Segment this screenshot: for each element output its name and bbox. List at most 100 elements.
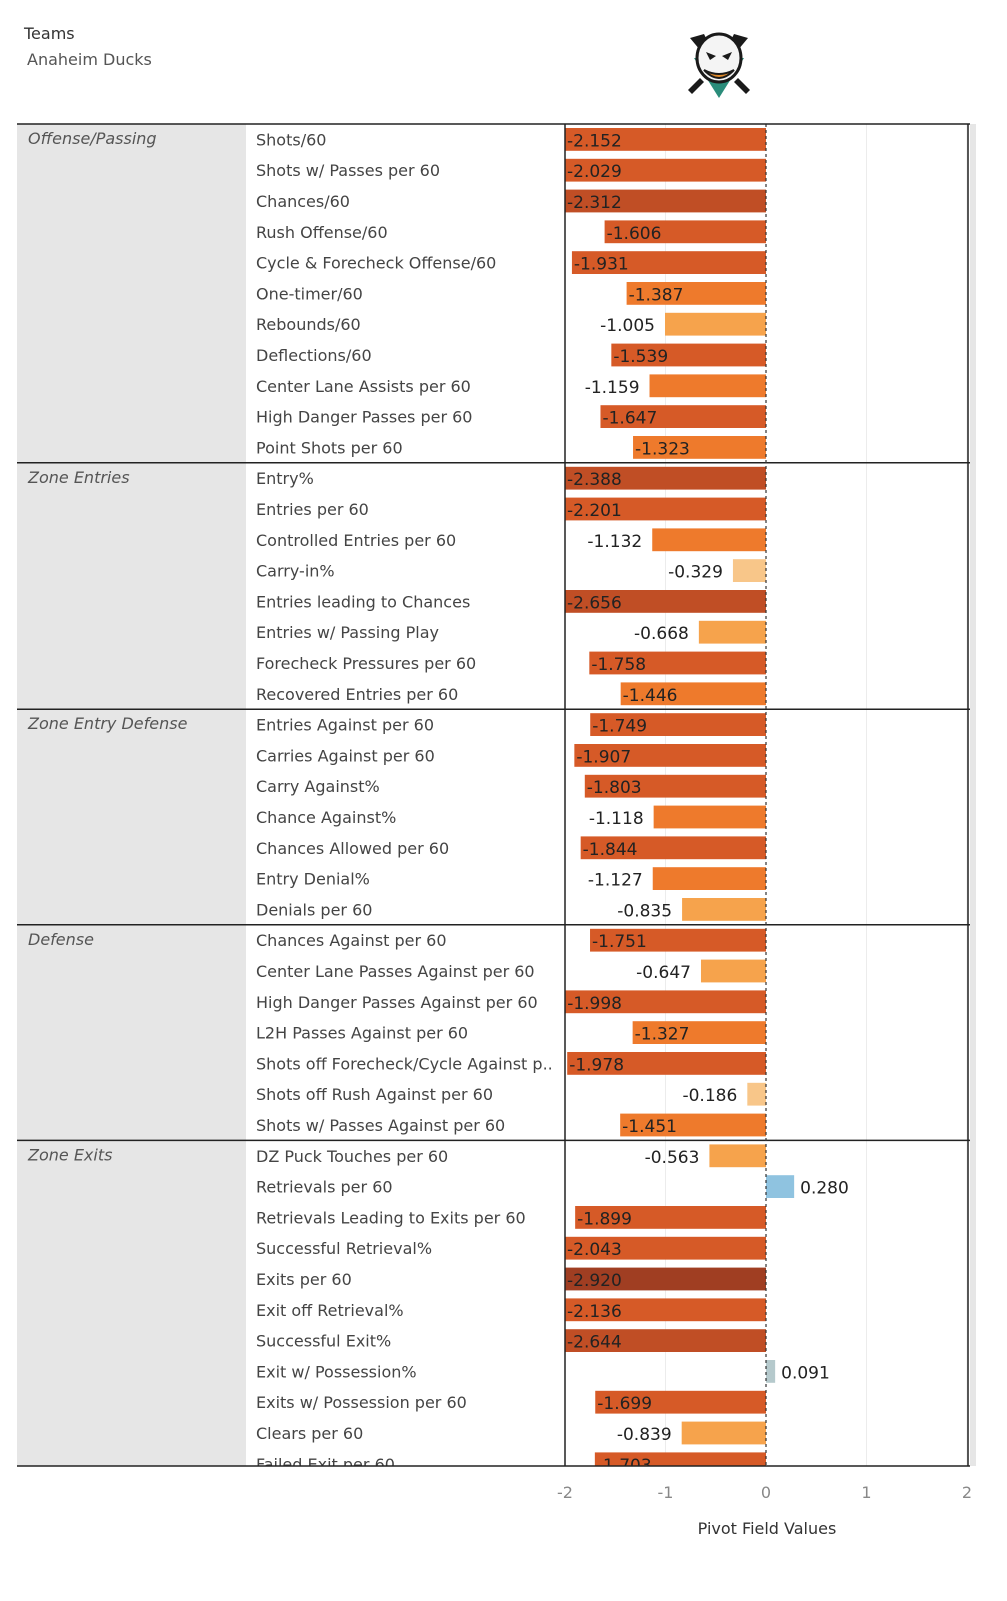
bar <box>653 805 766 829</box>
value-label: -2.029 <box>567 162 622 182</box>
group-band <box>17 462 246 710</box>
bar <box>682 898 766 921</box>
metric-label: Chances Against per 60 <box>256 931 447 950</box>
bar <box>732 559 766 582</box>
bar <box>565 1267 766 1291</box>
metric-label: Cycle & Forecheck Offense/60 <box>256 254 496 273</box>
metric-label: Carry-in% <box>256 562 335 581</box>
bar <box>595 1390 766 1414</box>
value-label: -1.327 <box>635 1025 690 1045</box>
value-label: -1.899 <box>577 1209 632 1229</box>
bar <box>565 128 766 151</box>
metric-label: Exits per 60 <box>256 1270 352 1289</box>
group-band <box>17 124 246 463</box>
x-tick-label: -2 <box>557 1483 573 1502</box>
bar <box>565 1236 766 1260</box>
bar <box>574 744 766 767</box>
metric-label: Entry Denial% <box>256 870 370 889</box>
value-label: -0.647 <box>636 963 691 983</box>
metric-label: Forecheck Pressures per 60 <box>256 654 476 673</box>
value-label: -1.647 <box>602 409 657 429</box>
metric-label: High Danger Passes Against per 60 <box>256 993 538 1012</box>
metric-label: Carries Against per 60 <box>256 746 435 765</box>
metric-label: Clears per 60 <box>256 1424 363 1443</box>
value-label: -0.668 <box>634 624 689 644</box>
metric-label: Shots w/ Passes Against per 60 <box>256 1116 505 1135</box>
bar <box>565 990 766 1014</box>
value-label: -1.159 <box>585 378 640 398</box>
value-label: -0.839 <box>617 1425 672 1445</box>
value-label: -1.118 <box>589 809 644 829</box>
value-label: -0.563 <box>645 1148 700 1168</box>
metric-label: Carry Against% <box>256 777 380 796</box>
metric-label: Shots/60 <box>256 130 326 149</box>
metric-label: Shots off Rush Against per 60 <box>256 1085 493 1104</box>
bar <box>565 1298 766 1322</box>
value-label: -2.920 <box>567 1271 622 1291</box>
metric-label: Center Lane Assists per 60 <box>256 377 471 396</box>
metric-label: Point Shots per 60 <box>256 438 403 457</box>
bars <box>565 128 795 1466</box>
metric-label: One-timer/60 <box>256 284 363 303</box>
bar <box>611 343 766 367</box>
metric-label: Entries per 60 <box>256 500 369 519</box>
x-tick-label: 1 <box>861 1483 871 1502</box>
metric-label: Exit off Retrieval% <box>256 1301 404 1320</box>
group-band <box>17 709 246 925</box>
value-label: -0.329 <box>668 563 723 583</box>
metric-label: Entries w/ Passing Play <box>256 623 439 642</box>
metric-label: DZ Puck Touches per 60 <box>256 1147 448 1166</box>
scrollbar[interactable] <box>970 124 976 1466</box>
metric-label: Rush Offense/60 <box>256 223 388 242</box>
metric-label: Chances Allowed per 60 <box>256 839 449 858</box>
value-label: -1.931 <box>574 255 629 275</box>
value-label: -1.907 <box>576 747 631 767</box>
value-label: -2.312 <box>567 193 622 213</box>
metric-label: Denials per 60 <box>256 900 372 919</box>
x-tick-label: 0 <box>761 1483 771 1502</box>
metric-label: Entries Against per 60 <box>256 716 434 735</box>
value-label: -2.644 <box>567 1333 622 1353</box>
value-label: -1.005 <box>600 316 655 336</box>
metric-label: Entry% <box>256 469 314 488</box>
group-label: Zone Entries <box>27 468 130 487</box>
value-label: -1.606 <box>607 224 662 244</box>
bar <box>565 1329 766 1352</box>
bar <box>600 405 766 428</box>
bar <box>709 1144 766 1168</box>
bar <box>681 1421 766 1445</box>
filter-value[interactable]: Anaheim Ducks <box>27 50 152 69</box>
value-label: -2.043 <box>567 1240 622 1260</box>
bar <box>584 774 766 798</box>
group-label: Offense/Passing <box>28 129 157 148</box>
value-label: -1.323 <box>635 439 690 459</box>
value-label: -1.446 <box>623 686 678 706</box>
value-label: -1.703 <box>597 1456 652 1476</box>
metric-label: Shots off Forecheck/Cycle Against p.. <box>256 1054 553 1073</box>
bar <box>590 713 766 736</box>
metric-label: Center Lane Passes Against per 60 <box>256 962 535 981</box>
metric-label: Chance Against% <box>256 808 396 827</box>
value-label: -1.998 <box>567 994 622 1014</box>
value-label: -0.186 <box>682 1086 737 1106</box>
value-label: -1.803 <box>587 778 642 798</box>
metric-label: Failed Exit per 60 <box>256 1455 395 1474</box>
value-label: 0.091 <box>781 1363 830 1383</box>
bar <box>698 620 766 644</box>
value-label: -1.127 <box>588 871 643 891</box>
value-label: 0.280 <box>800 1179 849 1199</box>
value-label: -2.656 <box>567 593 622 613</box>
value-label: -1.978 <box>569 1055 624 1075</box>
value-label: -1.539 <box>613 347 668 367</box>
bar <box>620 1113 766 1137</box>
group-band <box>17 1140 246 1466</box>
value-label: -2.152 <box>567 131 622 151</box>
bar <box>747 1082 766 1106</box>
metric-label: Chances/60 <box>256 192 350 211</box>
bar <box>594 1452 766 1466</box>
bar <box>604 220 766 244</box>
value-label: -1.758 <box>591 655 646 675</box>
x-axis: -2 -1 0 1 2 Pivot Field Values <box>557 1483 972 1538</box>
metric-label: Recovered Entries per 60 <box>256 685 458 704</box>
